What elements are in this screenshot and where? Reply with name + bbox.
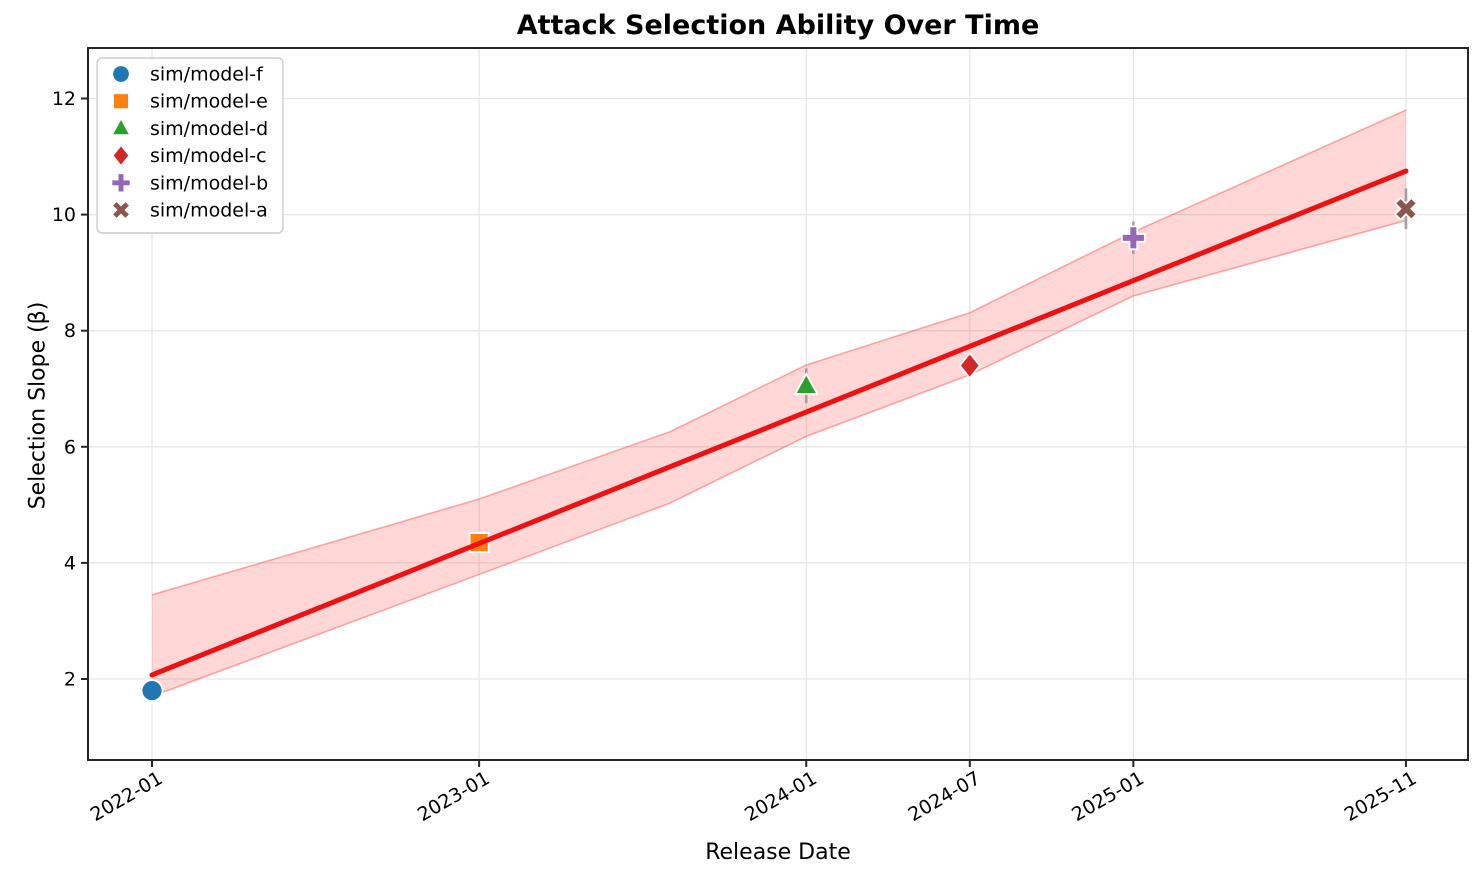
legend-marker-model-b	[110, 172, 132, 193]
confidence-band-lower-edge	[151, 219, 1407, 698]
svg-text:2024-07: 2024-07	[905, 767, 985, 826]
data-point-model-d	[793, 371, 819, 395]
grid-lines	[88, 48, 1468, 760]
svg-text:6: 6	[64, 436, 76, 458]
data-point-model-f	[140, 679, 164, 703]
svg-text:2025-11: 2025-11	[1341, 767, 1421, 826]
legend-marker-model-f	[111, 64, 131, 84]
svg-text:2024-01: 2024-01	[741, 767, 821, 826]
data-point-model-a	[1393, 196, 1419, 221]
svg-text:8: 8	[64, 320, 76, 342]
x-tick-labels: 2022-01 2023-01 2024-01 2024-07 2025-01 2025-…	[87, 767, 1421, 826]
legend-label: sim/model-c	[150, 145, 267, 167]
legend-label: sim/model-d	[150, 118, 268, 140]
data-point-model-b	[1120, 225, 1146, 251]
legend-marker-model-e	[112, 92, 130, 110]
legend-label: sim/model-e	[150, 91, 268, 113]
legend-label: sim/model-a	[150, 200, 268, 222]
svg-text:2: 2	[64, 669, 76, 691]
svg-text:2022-01: 2022-01	[87, 767, 167, 826]
legend-marker-model-d	[110, 117, 132, 136]
chart-title: Attack Selection Ability Over Time	[516, 10, 1040, 41]
svg-text:2025-01: 2025-01	[1068, 767, 1148, 826]
data-point-model-c	[958, 351, 981, 380]
trend-line	[149, 168, 1409, 678]
y-tick-labels: 2 4 6 8 10 12	[52, 88, 76, 691]
confidence-band-upper-edge	[151, 109, 1407, 596]
confidence-band	[152, 110, 1406, 697]
legend-marker-model-c	[111, 144, 131, 168]
axis-ticks	[81, 97, 1407, 767]
legend: sim/model-f sim/model-e sim/model-d sim/mod…	[96, 57, 284, 234]
legend-label: sim/model-f	[150, 64, 264, 86]
plot-border	[87, 47, 1469, 761]
svg-text:4: 4	[64, 552, 76, 574]
x-axis-label: Release Date	[705, 840, 851, 865]
legend-label: sim/model-b	[150, 172, 268, 194]
y-axis-label: Selection Slope (β)	[25, 301, 51, 510]
svg-text:12: 12	[52, 88, 76, 110]
svg-text:2023-01: 2023-01	[414, 767, 494, 826]
legend-marker-model-a	[111, 200, 131, 220]
svg-text:10: 10	[52, 204, 76, 226]
